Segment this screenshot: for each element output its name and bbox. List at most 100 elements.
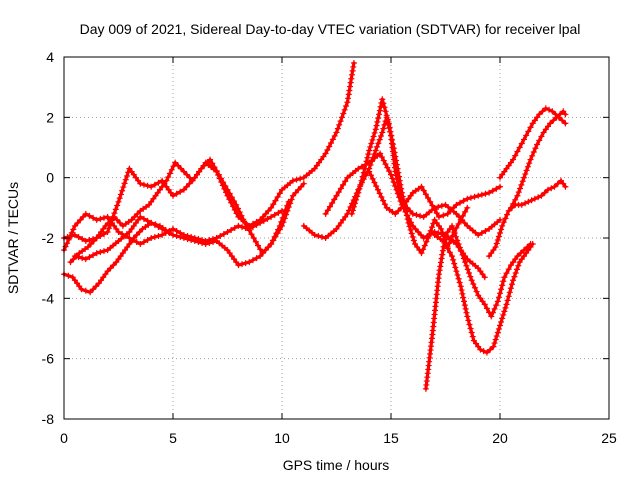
data-point <box>348 71 355 78</box>
data-point <box>493 240 500 247</box>
chart-title: Day 009 of 2021, Sidereal Day-to-day VTE… <box>80 21 581 37</box>
data-point <box>442 241 449 248</box>
data-point <box>324 147 331 154</box>
data-point <box>480 348 487 355</box>
data-point <box>340 216 347 223</box>
data-point <box>154 189 161 196</box>
data-point <box>90 286 97 293</box>
data-point <box>386 168 393 175</box>
data-point <box>354 193 361 200</box>
data-point <box>427 198 434 205</box>
data-point <box>166 170 173 177</box>
data-point <box>170 231 176 238</box>
data-point <box>525 128 532 135</box>
data-point <box>420 187 427 194</box>
data-point <box>128 238 135 245</box>
data-point <box>549 108 556 115</box>
data-point <box>391 149 398 156</box>
data-point <box>514 266 521 273</box>
data-point <box>464 204 471 211</box>
data-point <box>530 149 537 156</box>
data-point <box>411 241 418 248</box>
data-point <box>82 210 89 217</box>
data-point <box>328 139 335 146</box>
data-point <box>420 235 427 241</box>
data-point <box>334 125 341 132</box>
y-tick-label: -2 <box>42 230 55 246</box>
data-point <box>454 271 461 278</box>
data-point <box>196 168 203 175</box>
data-point <box>189 177 196 184</box>
data-point <box>508 281 515 288</box>
data-point <box>510 277 517 284</box>
data-point <box>487 346 494 353</box>
data-point <box>494 237 501 244</box>
data-point <box>235 222 242 229</box>
data-point <box>462 208 469 215</box>
data-point <box>535 194 542 201</box>
data-point <box>502 304 509 311</box>
data-point <box>104 268 111 275</box>
data-point <box>275 209 282 216</box>
data-point <box>74 280 81 287</box>
data-point <box>469 333 476 340</box>
data-point <box>358 177 365 184</box>
data-point <box>170 192 176 199</box>
data-point <box>108 216 115 223</box>
data-point <box>546 106 553 113</box>
data-point <box>231 256 238 263</box>
data-point <box>128 168 135 175</box>
data-point <box>148 235 155 241</box>
data-point <box>560 180 567 187</box>
data-point <box>180 168 187 175</box>
data-point <box>438 255 445 262</box>
data-point <box>372 126 379 133</box>
data-point <box>148 219 155 226</box>
data-point <box>140 215 147 222</box>
data-point <box>522 200 529 207</box>
data-point <box>95 231 102 238</box>
data-point <box>341 106 348 113</box>
y-tick-label: 0 <box>46 170 54 186</box>
data-point <box>100 214 107 221</box>
data-point <box>462 305 469 312</box>
data-point <box>489 187 496 194</box>
data-point <box>276 226 283 233</box>
data-point <box>244 223 251 230</box>
data-point <box>550 117 557 124</box>
data-point <box>104 213 111 220</box>
data-point <box>343 103 350 110</box>
data-point <box>144 217 151 224</box>
data-point <box>98 228 105 235</box>
data-point <box>148 183 155 190</box>
data-point <box>470 281 477 288</box>
data-point <box>418 250 425 257</box>
data-point <box>396 177 403 184</box>
data-point <box>457 283 464 290</box>
y-tick-label: 4 <box>46 49 54 65</box>
data-point <box>318 156 325 163</box>
data-series <box>366 168 503 220</box>
data-point <box>268 204 275 211</box>
data-point <box>465 317 472 324</box>
data-point <box>394 190 401 197</box>
data-point <box>135 216 142 223</box>
data-point <box>64 233 71 240</box>
data-point <box>394 165 401 172</box>
data-point <box>529 152 536 159</box>
data-point <box>488 250 495 257</box>
data-point <box>90 214 97 221</box>
data-point <box>490 247 497 254</box>
data-point <box>87 289 94 296</box>
data-point <box>450 226 457 233</box>
data-point <box>331 196 338 203</box>
data-point <box>380 157 387 164</box>
data-point <box>217 175 224 182</box>
data-point <box>259 250 266 257</box>
data-point <box>456 244 463 251</box>
data-point <box>381 201 388 208</box>
data-point <box>402 208 409 215</box>
data-point <box>409 222 416 229</box>
data-point <box>257 246 264 253</box>
